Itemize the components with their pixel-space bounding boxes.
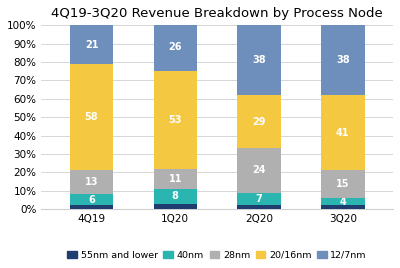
- Bar: [154, 71, 197, 169]
- Text: 53: 53: [168, 115, 182, 125]
- Bar: [237, 95, 281, 148]
- Text: 6: 6: [88, 195, 95, 205]
- Bar: [70, 205, 113, 209]
- Text: 41: 41: [336, 128, 350, 138]
- Bar: [154, 203, 197, 209]
- Bar: [154, 23, 197, 71]
- Bar: [154, 189, 197, 203]
- Text: 29: 29: [252, 117, 266, 127]
- Text: 58: 58: [85, 112, 98, 122]
- Text: 26: 26: [168, 42, 182, 52]
- Text: 24: 24: [252, 165, 266, 176]
- Bar: [321, 95, 364, 170]
- Text: 15: 15: [336, 179, 350, 189]
- Legend: 55nm and lower, 40nm, 28nm, 20/16nm, 12/7nm: 55nm and lower, 40nm, 28nm, 20/16nm, 12/…: [64, 247, 371, 263]
- Bar: [237, 192, 281, 205]
- Bar: [70, 25, 113, 64]
- Bar: [321, 170, 364, 198]
- Bar: [237, 148, 281, 192]
- Text: 11: 11: [168, 174, 182, 184]
- Text: 4: 4: [340, 197, 346, 207]
- Bar: [70, 170, 113, 194]
- Bar: [237, 25, 281, 95]
- Text: 38: 38: [252, 55, 266, 65]
- Bar: [237, 205, 281, 209]
- Text: 21: 21: [85, 40, 98, 50]
- Bar: [154, 169, 197, 189]
- Bar: [70, 194, 113, 205]
- Bar: [321, 25, 364, 95]
- Text: 13: 13: [85, 177, 98, 187]
- Text: 7: 7: [256, 194, 262, 204]
- Title: 4Q19-3Q20 Revenue Breakdown by Process Node: 4Q19-3Q20 Revenue Breakdown by Process N…: [51, 7, 383, 20]
- Text: 38: 38: [336, 55, 350, 65]
- Bar: [321, 205, 364, 209]
- Bar: [70, 64, 113, 170]
- Text: 8: 8: [172, 191, 179, 201]
- Bar: [321, 198, 364, 205]
